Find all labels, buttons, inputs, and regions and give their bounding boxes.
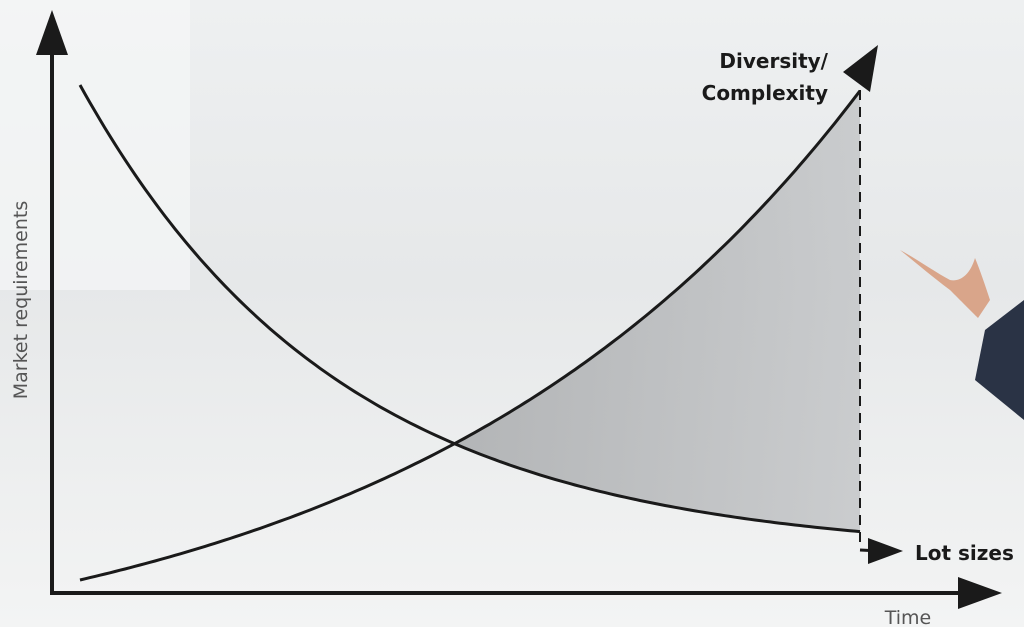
rising-curve bbox=[79, 89, 862, 582]
y-axis-label: Market requirements bbox=[10, 201, 32, 400]
x-arrow bbox=[958, 577, 1002, 609]
hand bbox=[900, 250, 990, 318]
wall-panel bbox=[0, 0, 190, 290]
rising-label-2: Complexity bbox=[702, 81, 828, 105]
x-axis-label: Time bbox=[884, 607, 932, 627]
rising-arrow bbox=[843, 45, 878, 92]
falling-label: Lot sizes bbox=[915, 541, 1014, 565]
y-arrow bbox=[36, 10, 68, 55]
rising-label-1: Diversity/ bbox=[719, 49, 828, 73]
shaded-area bbox=[455, 90, 860, 532]
falling-curve bbox=[78, 84, 861, 534]
falling-arrow bbox=[868, 538, 903, 564]
sleeve bbox=[975, 300, 1024, 420]
